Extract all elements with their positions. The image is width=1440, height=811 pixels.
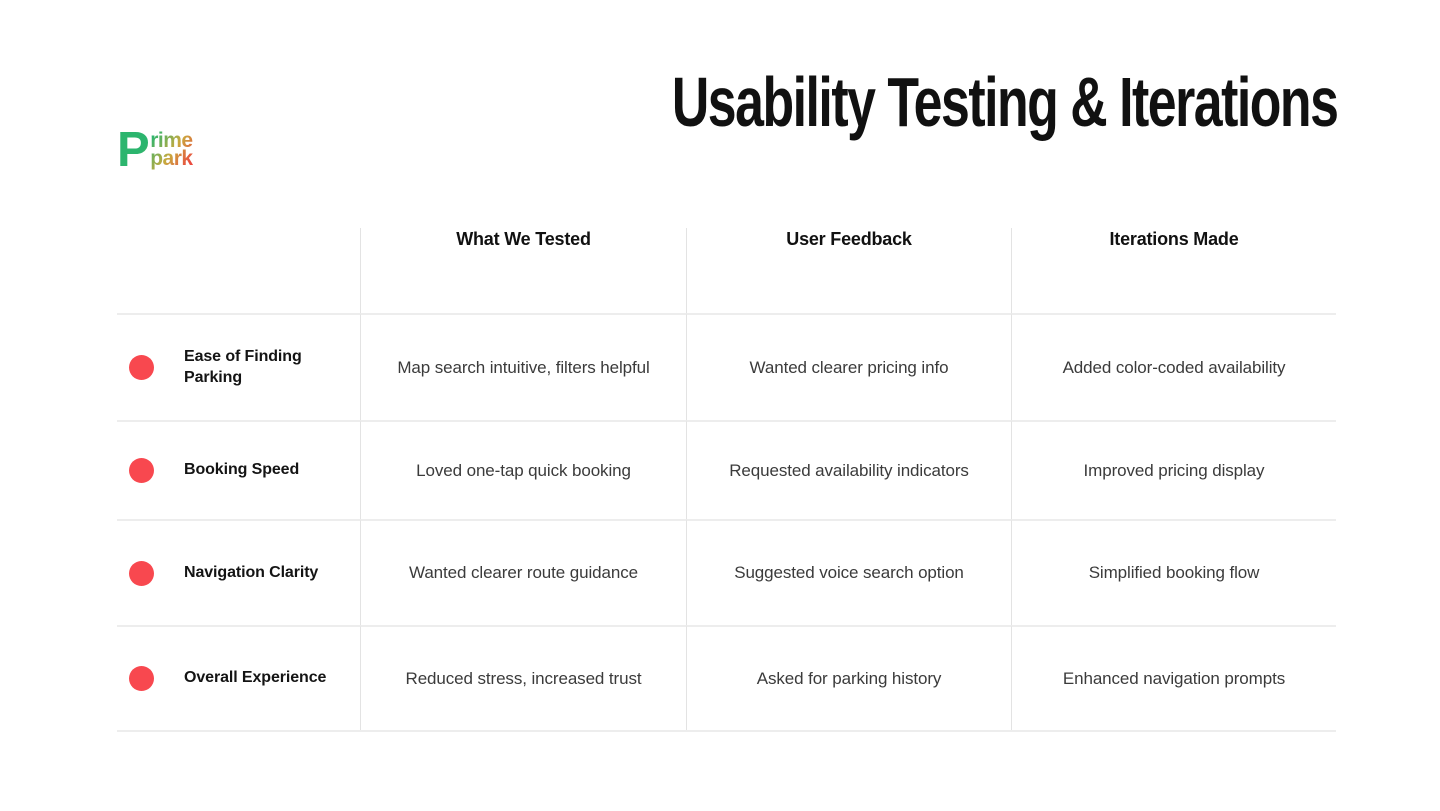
table-row-label-cell: Ease of Finding Parking (117, 313, 360, 420)
page-title: Usability Testing & Iterations (671, 63, 1338, 141)
table-corner-cell (117, 228, 360, 313)
logo-p-initial: P (117, 123, 150, 177)
cell-what-we-tested: Reduced stress, increased trust (360, 625, 686, 730)
prime-park-logo: P rime park (117, 130, 193, 170)
bullet-icon (129, 355, 154, 380)
cell-iterations-made: Simplified booking flow (1011, 519, 1336, 625)
cell-user-feedback: Requested availability indicators (686, 420, 1011, 519)
table-row-label-cell: Navigation Clarity (117, 519, 360, 625)
column-header-iterations-made: Iterations Made (1011, 228, 1336, 313)
cell-what-we-tested: Wanted clearer route guidance (360, 519, 686, 625)
usability-table: What We Tested User Feedback Iterations … (117, 228, 1336, 732)
column-header-user-feedback: User Feedback (686, 228, 1011, 313)
bullet-icon (129, 666, 154, 691)
row-label: Booking Speed (184, 461, 300, 479)
row-label: Overall Experience (184, 669, 327, 687)
bullet-icon (129, 458, 154, 483)
table-row-label-cell: Booking Speed (117, 420, 360, 519)
bullet-icon (129, 560, 154, 586)
cell-user-feedback: Suggested voice search option (686, 519, 1011, 625)
cell-user-feedback: Asked for parking history (686, 625, 1011, 730)
logo-line-park: park (150, 147, 193, 170)
cell-what-we-tested: Map search intuitive, filters helpful (360, 313, 686, 420)
cell-iterations-made: Added color-coded availability (1011, 313, 1336, 420)
row-label: Navigation Clarity (184, 563, 319, 581)
table-row-label-cell: Overall Experience (117, 625, 360, 730)
row-label: Ease of Finding Parking (184, 347, 302, 386)
column-header-what-we-tested: What We Tested (360, 228, 686, 313)
cell-iterations-made: Improved pricing display (1011, 420, 1336, 519)
cell-what-we-tested: Loved one-tap quick booking (360, 420, 686, 519)
cell-user-feedback: Wanted clearer pricing info (686, 313, 1011, 420)
cell-iterations-made: Enhanced navigation prompts (1011, 625, 1336, 730)
